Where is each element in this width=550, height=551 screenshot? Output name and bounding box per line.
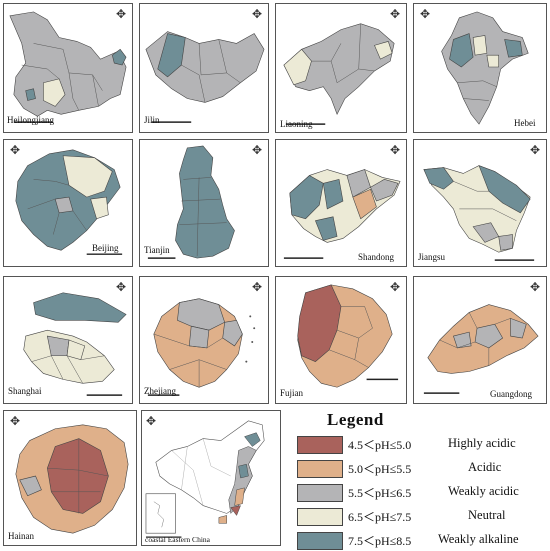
legend-title: Legend bbox=[327, 410, 384, 429]
shandong-map bbox=[283, 169, 401, 259]
legend-item-weakly-alkaline: 7.5＜pH≤8.5 Weakly alkaline bbox=[292, 531, 550, 551]
legend-range: 5.0＜pH≤5.5 bbox=[348, 462, 412, 476]
legend-class: Weakly acidic bbox=[448, 484, 519, 498]
legend-item-weakly-acidic: 5.5＜pH≤6.5 Weakly acidic bbox=[292, 483, 550, 503]
map-panel-shanghai: Shanghai ✥ bbox=[3, 276, 133, 404]
panel-label-heilongjiang: Heilongjiang bbox=[7, 115, 54, 125]
compass-rose-icon: ✥ bbox=[252, 7, 263, 21]
legend: Legend 4.5＜pH≤5.0 Highly acidic 5.0＜pH≤5… bbox=[292, 408, 550, 550]
hainan-map bbox=[15, 424, 129, 534]
zhejiang-map bbox=[147, 298, 256, 396]
tianjin-map bbox=[147, 145, 235, 259]
compass-rose-icon: ✥ bbox=[10, 414, 21, 428]
map-panel-tianjin: Tianjin ✥ bbox=[139, 139, 269, 267]
legend-range: 4.5＜pH≤5.0 bbox=[348, 438, 412, 452]
china-overview-map bbox=[145, 420, 265, 538]
hebei-map bbox=[441, 11, 529, 125]
map-panel-liaoning: Liaoning ✥ bbox=[275, 3, 407, 133]
legend-range: 7.5＜pH≤8.5 bbox=[348, 534, 412, 548]
heilongjiang-map bbox=[9, 11, 127, 123]
compass-rose-icon: ✥ bbox=[116, 280, 127, 294]
panel-label-guangdong: Guangdong bbox=[490, 389, 532, 399]
map-panel-beijing: Beijing ✥ bbox=[3, 139, 133, 267]
map-panel-guangdong: Guangdong ✥ bbox=[413, 276, 547, 404]
fujian-map bbox=[297, 284, 399, 388]
legend-class: Acidic bbox=[468, 460, 502, 474]
panel-label-shanghai: Shanghai bbox=[8, 386, 42, 396]
compass-rose-icon: ✥ bbox=[530, 143, 541, 157]
panel-label-jiangsu: Jiangsu bbox=[418, 252, 445, 262]
jilin-map bbox=[145, 31, 265, 123]
panel-label-china-overview: coastal Eastern China bbox=[145, 535, 210, 544]
map-panel-zhejiang: Zhejiang ✥ bbox=[139, 276, 269, 404]
map-panel-shandong: Shandong ✥ bbox=[275, 139, 407, 267]
liaoning-map bbox=[283, 23, 395, 125]
compass-rose-icon: ✥ bbox=[390, 7, 401, 21]
map-panel-heilongjiang: Heilongjiang ✥ bbox=[3, 3, 133, 133]
panel-label-liaoning: Liaoning bbox=[280, 119, 313, 129]
shanghai-map bbox=[23, 292, 127, 396]
map-panel-hebei: Hebei ✥ bbox=[413, 3, 547, 133]
legend-swatch bbox=[297, 484, 343, 502]
map-panel-hainan: Hainan ✥ bbox=[3, 410, 137, 546]
compass-rose-icon: ✥ bbox=[116, 7, 127, 21]
legend-item-neutral: 6.5＜pH≤7.5 Neutral bbox=[292, 507, 550, 527]
legend-class: Highly acidic bbox=[448, 436, 516, 450]
legend-range: 5.5＜pH≤6.5 bbox=[348, 486, 412, 500]
legend-swatch bbox=[297, 460, 343, 478]
legend-class: Neutral bbox=[468, 508, 506, 522]
compass-rose-icon: ✥ bbox=[146, 414, 157, 428]
panel-label-jilin: Jilin bbox=[144, 115, 160, 125]
map-panel-china-overview: coastal Eastern China ✥ bbox=[141, 410, 281, 546]
map-panel-jilin: Jilin ✥ bbox=[139, 3, 269, 133]
panel-label-tianjin: Tianjin bbox=[144, 245, 170, 255]
compass-rose-icon: ✥ bbox=[530, 280, 541, 294]
compass-rose-icon: ✥ bbox=[390, 280, 401, 294]
legend-swatch bbox=[297, 532, 343, 550]
legend-range: 6.5＜pH≤7.5 bbox=[348, 510, 412, 524]
compass-rose-icon: ✥ bbox=[252, 143, 263, 157]
panel-label-zhejiang: Zhejiang bbox=[144, 386, 176, 396]
panel-label-fujian: Fujian bbox=[280, 388, 304, 398]
legend-swatch bbox=[297, 436, 343, 454]
panel-label-hebei: Hebei bbox=[514, 118, 536, 128]
legend-class: Weakly alkaline bbox=[438, 532, 519, 546]
guangdong-map bbox=[423, 304, 539, 394]
panel-label-beijing: Beijing bbox=[92, 243, 119, 253]
legend-item-highly-acidic: 4.5＜pH≤5.0 Highly acidic bbox=[292, 435, 550, 455]
compass-rose-icon: ✥ bbox=[390, 143, 401, 157]
beijing-map bbox=[15, 149, 123, 255]
panel-label-hainan: Hainan bbox=[8, 531, 34, 541]
compass-rose-icon: ✥ bbox=[252, 280, 263, 294]
compass-rose-icon: ✥ bbox=[420, 7, 431, 21]
jiangsu-map bbox=[423, 165, 535, 261]
legend-swatch bbox=[297, 508, 343, 526]
panel-label-shandong: Shandong bbox=[358, 252, 394, 262]
compass-rose-icon: ✥ bbox=[10, 143, 21, 157]
map-panel-jiangsu: Jiangsu ✥ bbox=[413, 139, 547, 267]
legend-item-acidic: 5.0＜pH≤5.5 Acidic bbox=[292, 459, 550, 479]
map-panel-fujian: Fujian ✥ bbox=[275, 276, 407, 404]
